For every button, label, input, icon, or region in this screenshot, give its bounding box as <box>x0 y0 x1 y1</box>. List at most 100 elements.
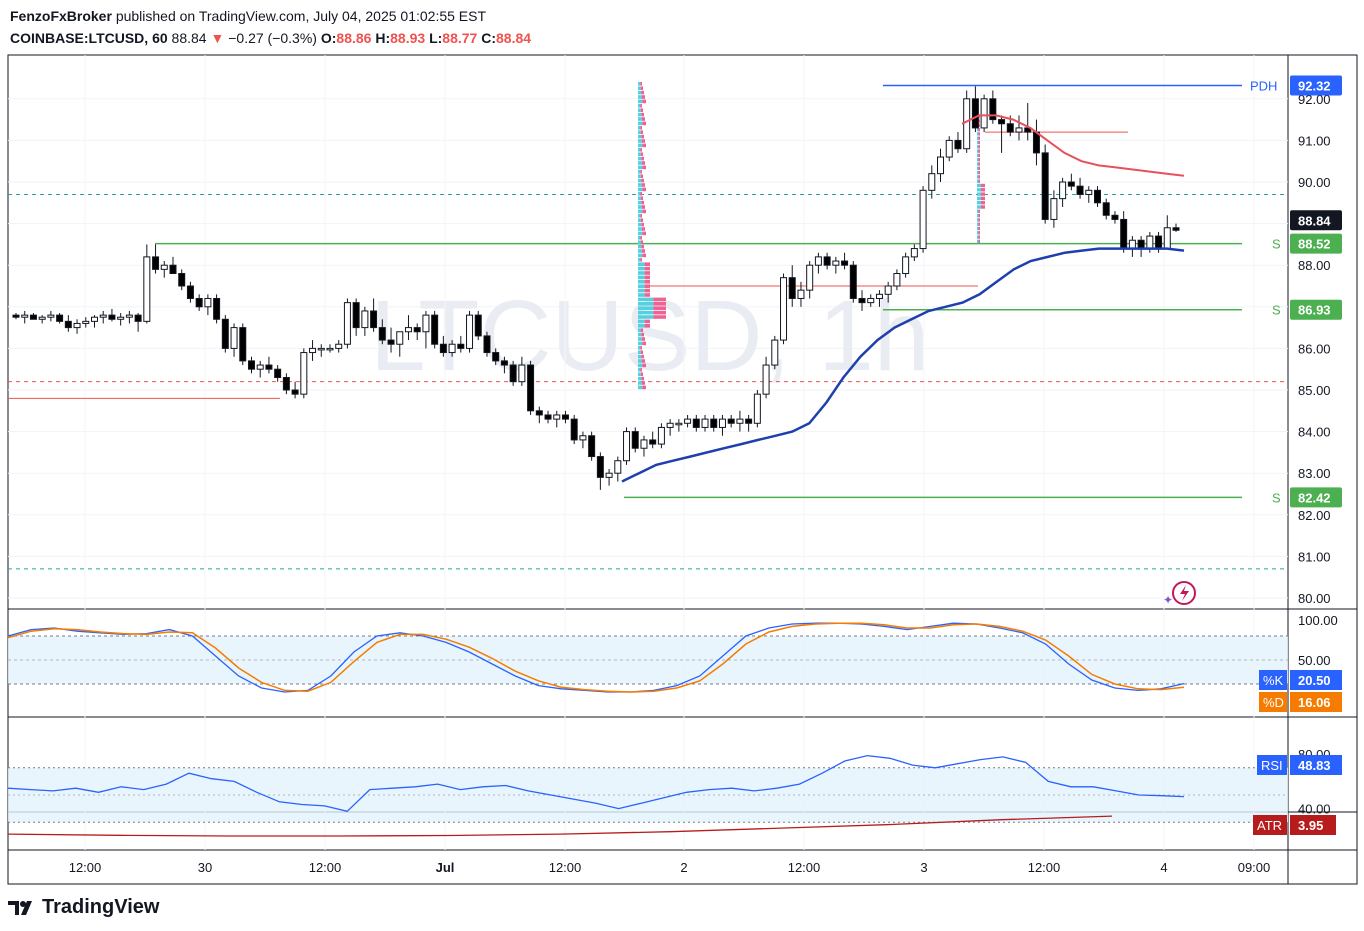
volume-profile-bar <box>640 152 643 156</box>
candle-body <box>82 320 90 324</box>
volume-profile-bar <box>638 381 642 385</box>
candle-body <box>928 173 936 191</box>
volume-profile-bar <box>642 165 646 170</box>
volume-profile-bar <box>977 192 981 196</box>
volume-profile-bar <box>978 179 980 183</box>
volume-profile-bar <box>638 275 645 280</box>
volume-profile-bar <box>638 82 641 86</box>
x-tick-label: Jul <box>436 860 455 875</box>
volume-profile-bar <box>978 222 980 226</box>
x-tick-label: 12:00 <box>549 860 582 875</box>
down-arrow-icon: ▼ <box>210 30 225 46</box>
volume-profile-bar <box>644 275 650 280</box>
stoch-d-badge <box>1290 692 1342 712</box>
volume-profile-bar <box>977 132 979 136</box>
price-change: −0.27 (−0.3%) <box>228 30 317 46</box>
candle-body <box>963 98 971 150</box>
stoch-d-line <box>7 622 1185 693</box>
atr-tag-text: ATR <box>1257 818 1282 833</box>
brand-name: TradingView <box>42 896 160 918</box>
candle-body <box>692 418 700 428</box>
volume-profile-bar <box>978 123 980 127</box>
x-tick-label: 30 <box>198 860 212 875</box>
volume-profile-bar <box>638 117 642 121</box>
y-tick-label: 82.00 <box>1298 508 1331 523</box>
candle-body <box>1076 185 1084 195</box>
volume-profile-bar <box>638 170 641 174</box>
volume-profile-bar <box>641 227 645 231</box>
publisher-line: FenzoFxBroker published on TradingView.c… <box>10 8 486 24</box>
volume-profile-bar <box>638 372 641 376</box>
volume-profile-bar <box>638 130 641 134</box>
volume-profile-bar <box>638 148 641 152</box>
volume-profile-bar <box>638 253 643 258</box>
candle-body <box>404 327 412 333</box>
ema-blue-line <box>621 247 1185 483</box>
volume-profile-bar <box>978 136 980 140</box>
volume-profile-bar <box>638 95 642 99</box>
candle-body <box>12 314 20 318</box>
volume-profile-bar <box>977 162 979 166</box>
volume-profile-bar <box>978 175 980 179</box>
candle-body <box>90 316 98 322</box>
volume-profile-bar <box>641 332 644 337</box>
candle-body <box>195 297 203 308</box>
volume-profile-bar <box>640 148 642 152</box>
open-label: O: <box>320 30 337 46</box>
candle-body <box>378 327 386 341</box>
volume-profile-bar <box>644 280 650 284</box>
volume-profile-bar <box>640 130 643 134</box>
rsi-badge <box>1290 755 1342 775</box>
volume-profile-bar <box>641 95 645 99</box>
candle-body <box>352 302 360 329</box>
candle-body <box>169 264 177 275</box>
volume-profile-bar <box>653 306 666 310</box>
volume-profile-bar <box>978 127 980 132</box>
candle-body <box>1015 127 1023 133</box>
candle-body <box>38 316 46 320</box>
volume-profile-bar <box>977 166 979 170</box>
volume-profile-bar <box>638 315 654 319</box>
candle-body <box>291 389 299 395</box>
symbol-line: COINBASE:LTCUSD, 60 88.84 ▼ −0.27 (−0.3%… <box>10 30 531 46</box>
candle-body <box>910 248 918 258</box>
volume-profile-bar <box>640 350 643 354</box>
volume-profile-bar <box>641 249 645 253</box>
candle-body <box>152 256 160 270</box>
volume-profile-bar <box>978 153 980 158</box>
volume-profile-bar <box>640 328 643 332</box>
volume-profile-bar <box>978 140 980 145</box>
candle-body <box>160 264 168 270</box>
volume-profile-bar <box>977 153 979 158</box>
volume-profile-bar <box>638 108 641 112</box>
volume-profile-bar <box>978 149 980 153</box>
volume-profile-bar <box>981 201 985 205</box>
volume-profile-bar <box>644 284 650 288</box>
publisher-name: FenzoFxBroker <box>10 8 112 24</box>
atr-line <box>7 815 1113 837</box>
candle-body <box>457 343 465 349</box>
volume-profile-bar <box>638 244 642 249</box>
stoch-k-line <box>7 622 1185 693</box>
volume-profile-bar <box>977 213 979 218</box>
candle-body <box>718 418 726 428</box>
candle-body <box>614 460 622 474</box>
candle-body <box>640 439 648 449</box>
volume-profile-bar <box>978 239 980 244</box>
volume-profile-bar <box>981 188 985 192</box>
close-value: 88.84 <box>496 30 532 46</box>
y-tick-label: 88.00 <box>1298 258 1331 273</box>
candle-body <box>56 314 64 322</box>
y-tick-label: 86.00 <box>1298 341 1331 356</box>
candle-body <box>448 343 456 354</box>
tradingview-logo[interactable]: TradingView <box>8 896 159 919</box>
volume-profile-bar <box>977 205 981 209</box>
volume-profile-bar <box>638 183 642 187</box>
candle-body <box>736 418 744 424</box>
volume-profile-bar <box>640 86 643 90</box>
candle-body <box>623 431 631 462</box>
y-tick-label: 90.00 <box>1298 175 1331 190</box>
volume-profile-bar <box>638 297 654 302</box>
support-1-price-badge <box>1290 233 1342 254</box>
